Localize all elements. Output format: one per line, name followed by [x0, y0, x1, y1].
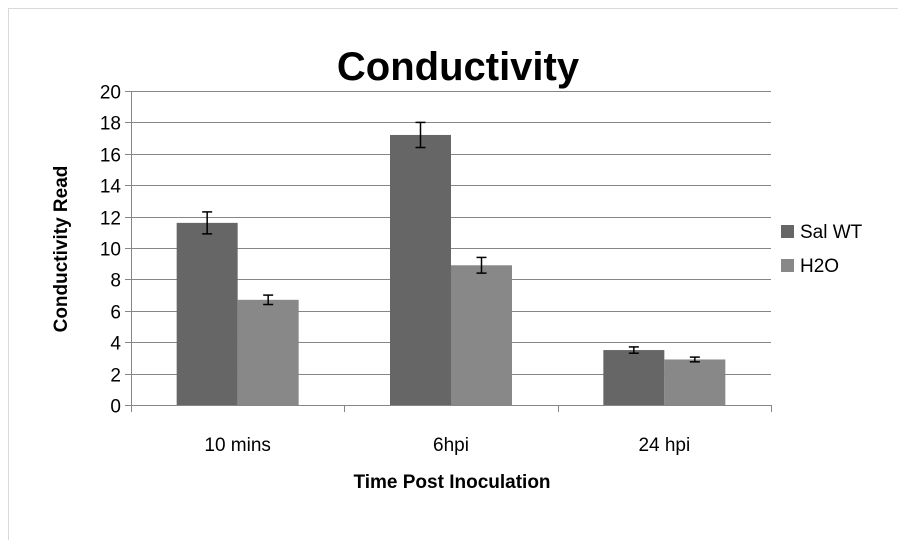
- legend-label: Sal WT: [800, 222, 863, 243]
- bars: [176, 121, 726, 405]
- x-tick-label: 6hpi: [433, 435, 469, 456]
- legend-swatch: [781, 259, 794, 272]
- bar: [237, 299, 299, 405]
- y-axis-label: Conductivity Read: [51, 166, 72, 333]
- y-tick-label: 12: [100, 209, 121, 230]
- y-tick-label: 16: [100, 146, 121, 167]
- legend-swatch: [781, 225, 794, 238]
- x-tick-label: 10 mins: [204, 435, 271, 456]
- bar: [451, 265, 512, 405]
- y-tick-label: 14: [100, 177, 122, 198]
- axes: 0 2 4 6 8 10 12 14 16 18 20 10 mins 6hpi 24 hpi: [100, 83, 772, 456]
- legend-label: H2O: [800, 256, 839, 277]
- bar: [664, 359, 726, 405]
- y-tick-label: 10: [100, 240, 121, 261]
- y-tick-label: 4: [110, 334, 121, 355]
- y-tick-label: 18: [100, 114, 121, 135]
- y-tick-label: 20: [100, 83, 121, 104]
- bar: [390, 134, 451, 405]
- x-tick-label: 24 hpi: [638, 435, 690, 456]
- bar: [176, 222, 238, 405]
- chart-title: Conductivity: [337, 45, 580, 89]
- x-axis-label: Time Post Inoculation: [353, 472, 550, 493]
- y-tick-label: 0: [110, 397, 121, 418]
- y-tick-label: 8: [110, 271, 121, 292]
- legend: Sal WT H2O: [781, 222, 863, 277]
- bar: [603, 350, 665, 405]
- y-tick-label: 2: [110, 366, 121, 387]
- y-tick-label: 6: [110, 303, 121, 324]
